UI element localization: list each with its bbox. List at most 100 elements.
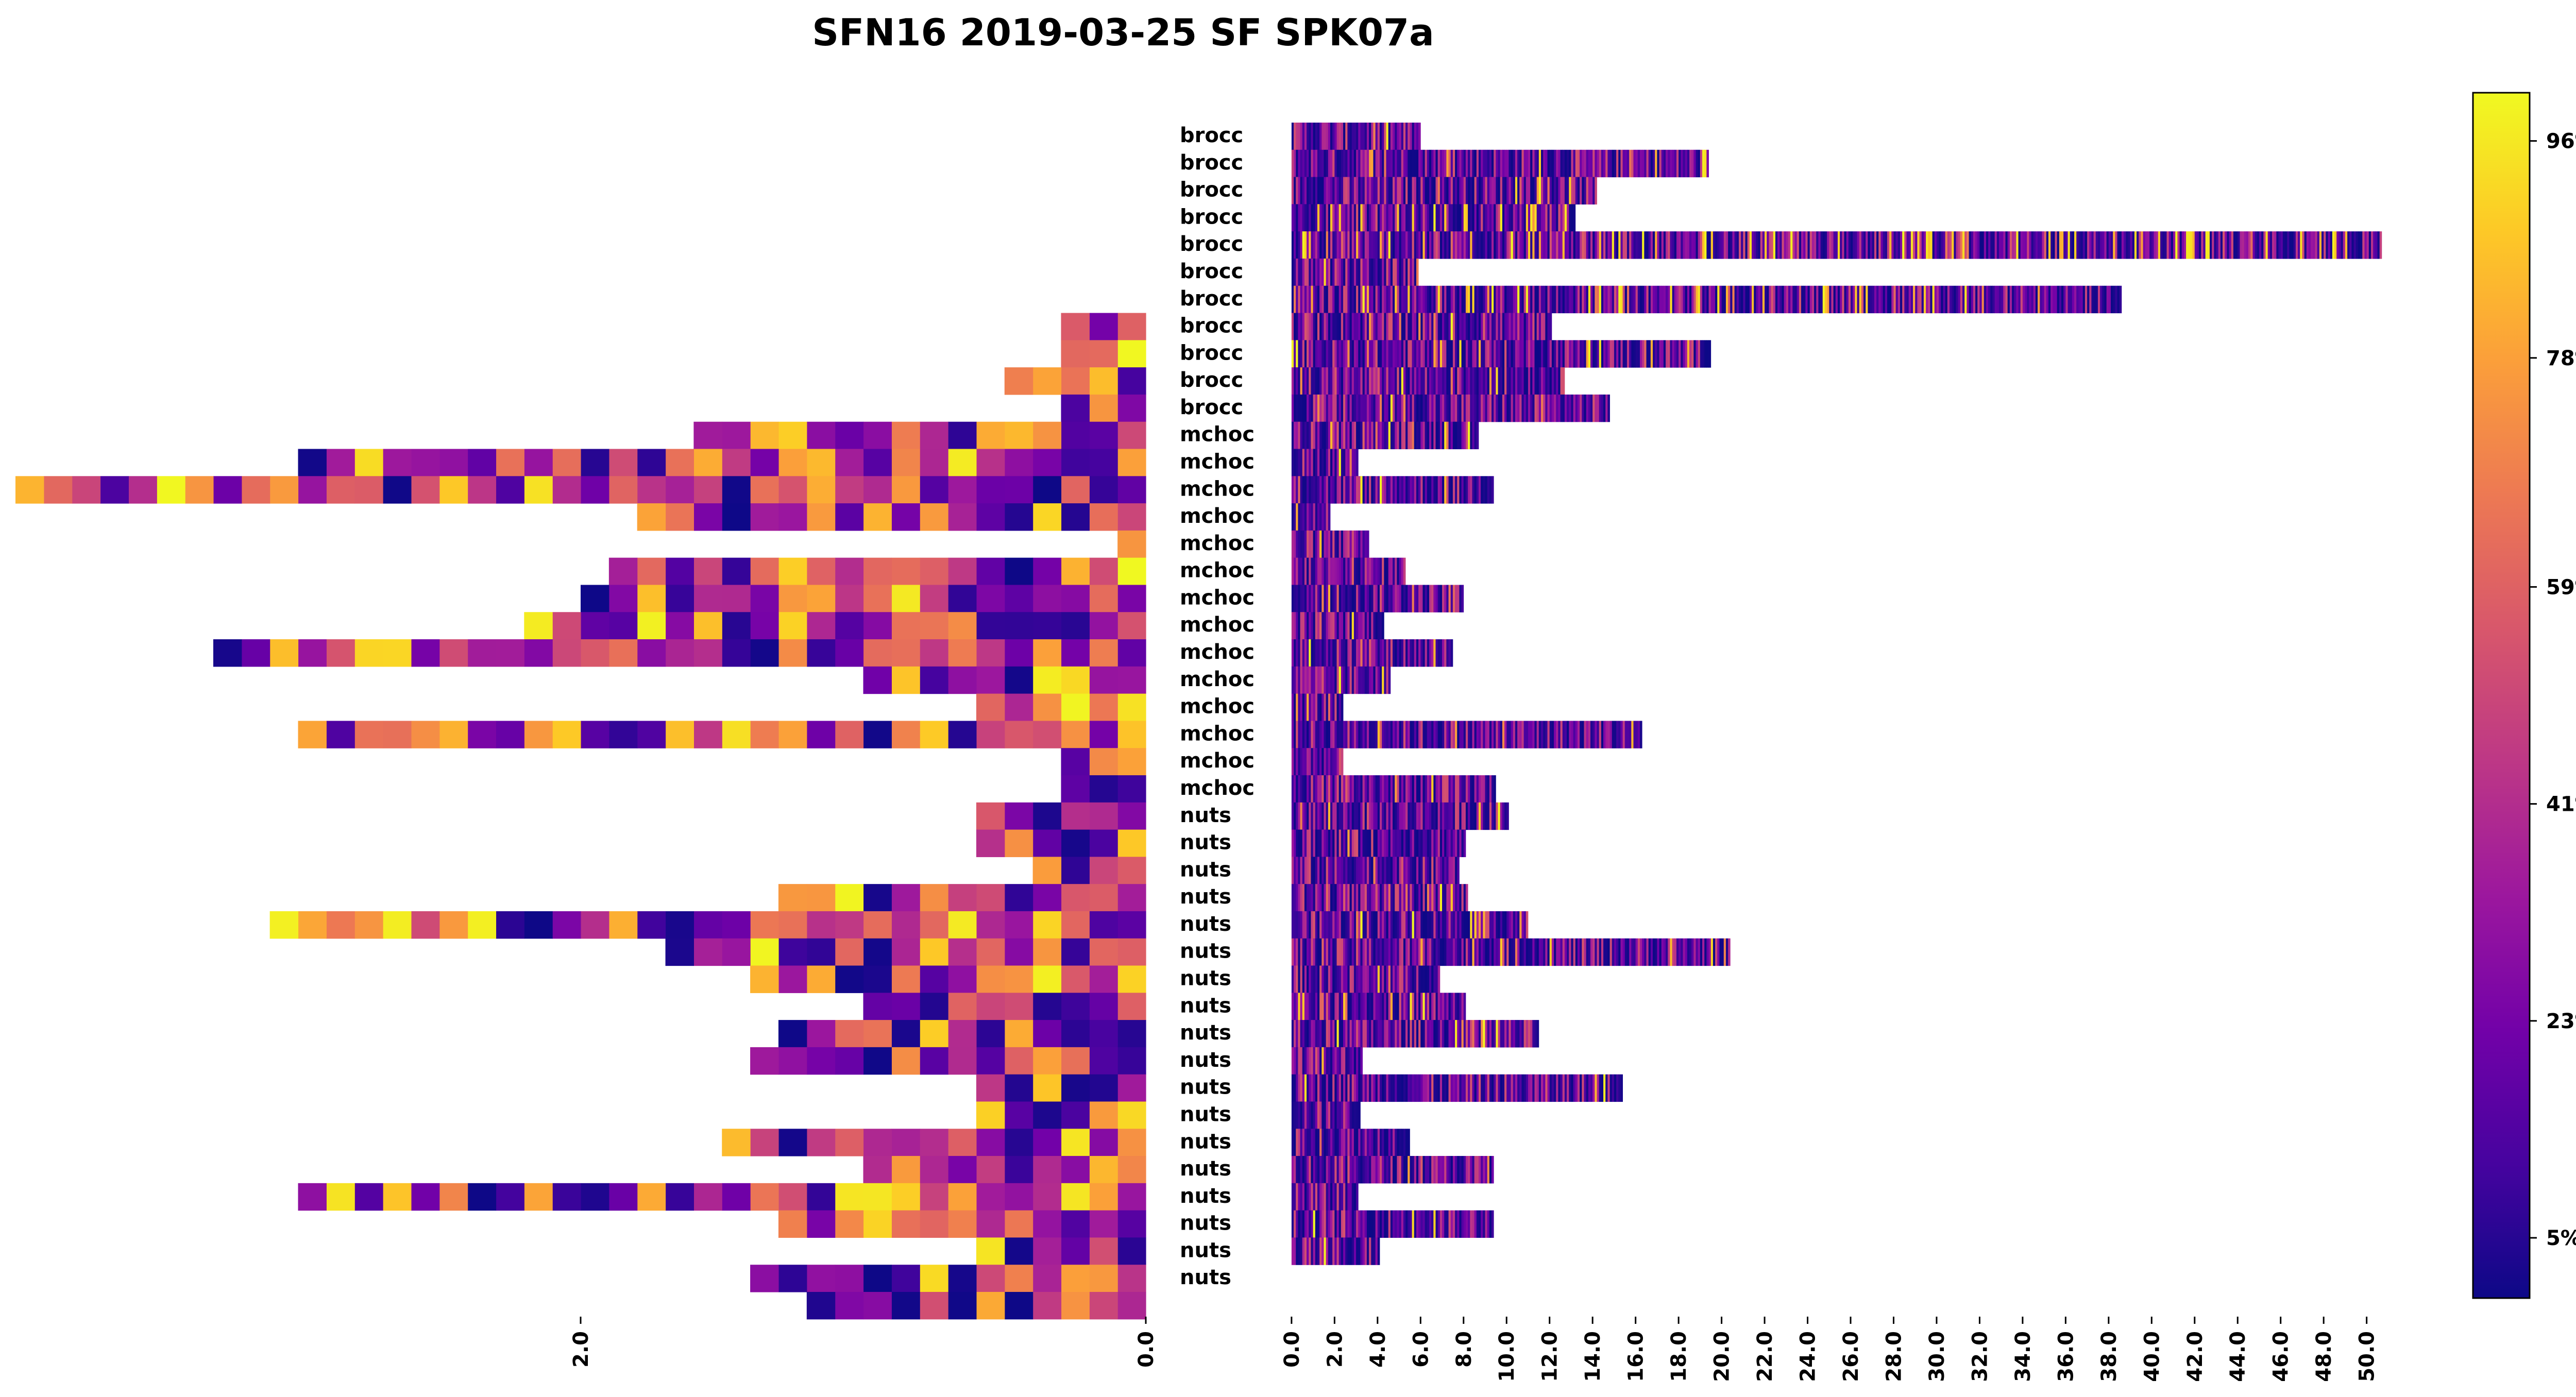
right-heatmap-cell [1448, 857, 1451, 884]
right-heatmap-cell [1614, 938, 1617, 966]
right-heatmap-cell [1399, 965, 1402, 993]
right-heatmap-cell [1752, 231, 1754, 259]
right-heatmap-cell [1319, 149, 1322, 178]
right-heatmap-cell [1580, 149, 1582, 178]
right-heatmap-cell [1452, 149, 1455, 178]
right-heatmap-cell [1386, 285, 1389, 314]
left-heatmap-cell [891, 1210, 920, 1238]
right-heatmap-cell [1439, 585, 1443, 612]
right-heatmap-cell [1515, 149, 1518, 178]
right-heatmap-cell [1448, 721, 1451, 748]
right-heatmap-cell [1319, 802, 1322, 830]
right-heatmap-cell [1446, 476, 1449, 504]
right-heatmap-cell [2080, 285, 2083, 314]
left-heatmap-cell [920, 1047, 948, 1075]
right-heatmap-cell [1304, 1156, 1307, 1184]
row-label: nuts [1180, 1076, 1231, 1099]
right-heatmap-cell [1390, 721, 1393, 748]
right-heatmap-cell [1397, 829, 1399, 857]
left-heatmap-cell [581, 721, 609, 748]
right-heatmap-cell [1397, 1020, 1399, 1048]
right-heatmap-cell [1418, 476, 1421, 504]
right-heatmap-cell [1317, 1074, 1320, 1102]
left-heatmap-cell [637, 476, 666, 504]
right-heatmap-cell [1336, 829, 1340, 857]
right-heatmap-cell [1408, 421, 1410, 450]
right-heatmap-cell [1356, 1074, 1359, 1102]
left-heatmap-cell [1004, 639, 1033, 667]
left-heatmap-cell [976, 639, 1005, 667]
right-heatmap-cell [2093, 285, 2096, 314]
right-heatmap-cell [1403, 1210, 1406, 1238]
right-heatmap-cell [1395, 367, 1397, 395]
right-heatmap-cell [1353, 1237, 1357, 1265]
right-heatmap-cell [1369, 285, 1371, 314]
left-heatmap-cell [581, 639, 609, 667]
right-heatmap-cell [1663, 231, 1666, 259]
right-heatmap-cell [1446, 285, 1449, 314]
right-heatmap-cell [1487, 775, 1490, 803]
right-heatmap-cell [1653, 340, 1655, 368]
right-heatmap-cell [1431, 149, 1434, 178]
right-heatmap-cell [1973, 285, 1976, 314]
left-heatmap-cell [806, 612, 836, 640]
right-heatmap-cell [1639, 721, 1642, 748]
left-heatmap-cell [608, 557, 638, 586]
right-heatmap-cell [1418, 585, 1421, 612]
right-heatmap-cell [1309, 149, 1311, 178]
left-heatmap-cell [72, 476, 101, 504]
right-heatmap-cell [1332, 938, 1335, 966]
left-heatmap-cell [439, 476, 468, 504]
right-heatmap-cell [1452, 421, 1455, 450]
right-heatmap-cell [1343, 313, 1346, 340]
right-x-tick-label: 44.0 [2226, 1331, 2250, 1382]
right-heatmap-cell [1653, 231, 1655, 259]
right-heatmap-cell [1622, 231, 1625, 259]
right-heatmap-cell [1338, 884, 1342, 912]
right-heatmap-cell [1302, 884, 1305, 912]
right-heatmap-cell [1700, 149, 1703, 178]
right-heatmap-cell [1494, 1074, 1496, 1102]
right-heatmap-cell [1384, 1129, 1386, 1156]
right-heatmap-cell [1534, 231, 1537, 259]
left-heatmap-cell [1061, 938, 1090, 966]
right-heatmap-cell [1294, 449, 1296, 476]
right-heatmap-cell [1356, 829, 1359, 857]
right-heatmap-cell [1439, 421, 1443, 450]
right-heatmap-cell [1780, 231, 1782, 259]
right-heatmap-cell [1294, 911, 1296, 939]
left-heatmap-cell [1061, 557, 1090, 586]
right-heatmap-cell [1698, 938, 1701, 966]
right-heatmap-cell [1298, 149, 1300, 178]
right-heatmap-cell [1564, 177, 1567, 205]
right-heatmap-cell [1307, 585, 1309, 612]
right-heatmap-cell [1435, 857, 1438, 884]
left-heatmap-cell [722, 557, 751, 586]
right-heatmap-cell [1418, 394, 1421, 422]
right-heatmap-cell [1390, 965, 1393, 993]
left-heatmap-cell [581, 612, 609, 640]
right-heatmap-cell [1530, 285, 1533, 314]
right-heatmap-cell [1334, 612, 1337, 640]
right-heatmap-cell [1356, 1183, 1359, 1211]
right-heatmap-cell [1298, 313, 1300, 340]
right-heatmap-cell [1708, 340, 1711, 368]
right-heatmap-cell [1472, 394, 1475, 422]
right-heatmap-cell [1360, 394, 1363, 422]
right-heatmap-cell [1326, 394, 1329, 422]
right-heatmap-cell [1567, 1074, 1569, 1102]
right-heatmap-cell [1349, 1156, 1352, 1184]
right-heatmap-cell [1315, 231, 1318, 259]
right-heatmap-cell [1300, 231, 1303, 259]
right-heatmap-cell [1343, 802, 1346, 830]
right-heatmap-cell [1504, 1020, 1507, 1048]
right-heatmap-cell [2001, 285, 2004, 314]
right-heatmap-cell [1487, 367, 1490, 395]
right-heatmap-cell [2080, 231, 2083, 259]
right-heatmap-cell [1526, 367, 1529, 395]
right-heatmap-cell [1393, 993, 1395, 1020]
right-heatmap-cell [1412, 313, 1415, 340]
right-heatmap-cell [1332, 585, 1335, 612]
right-heatmap-cell [2050, 285, 2053, 314]
right-heatmap-cell [1470, 204, 1472, 232]
